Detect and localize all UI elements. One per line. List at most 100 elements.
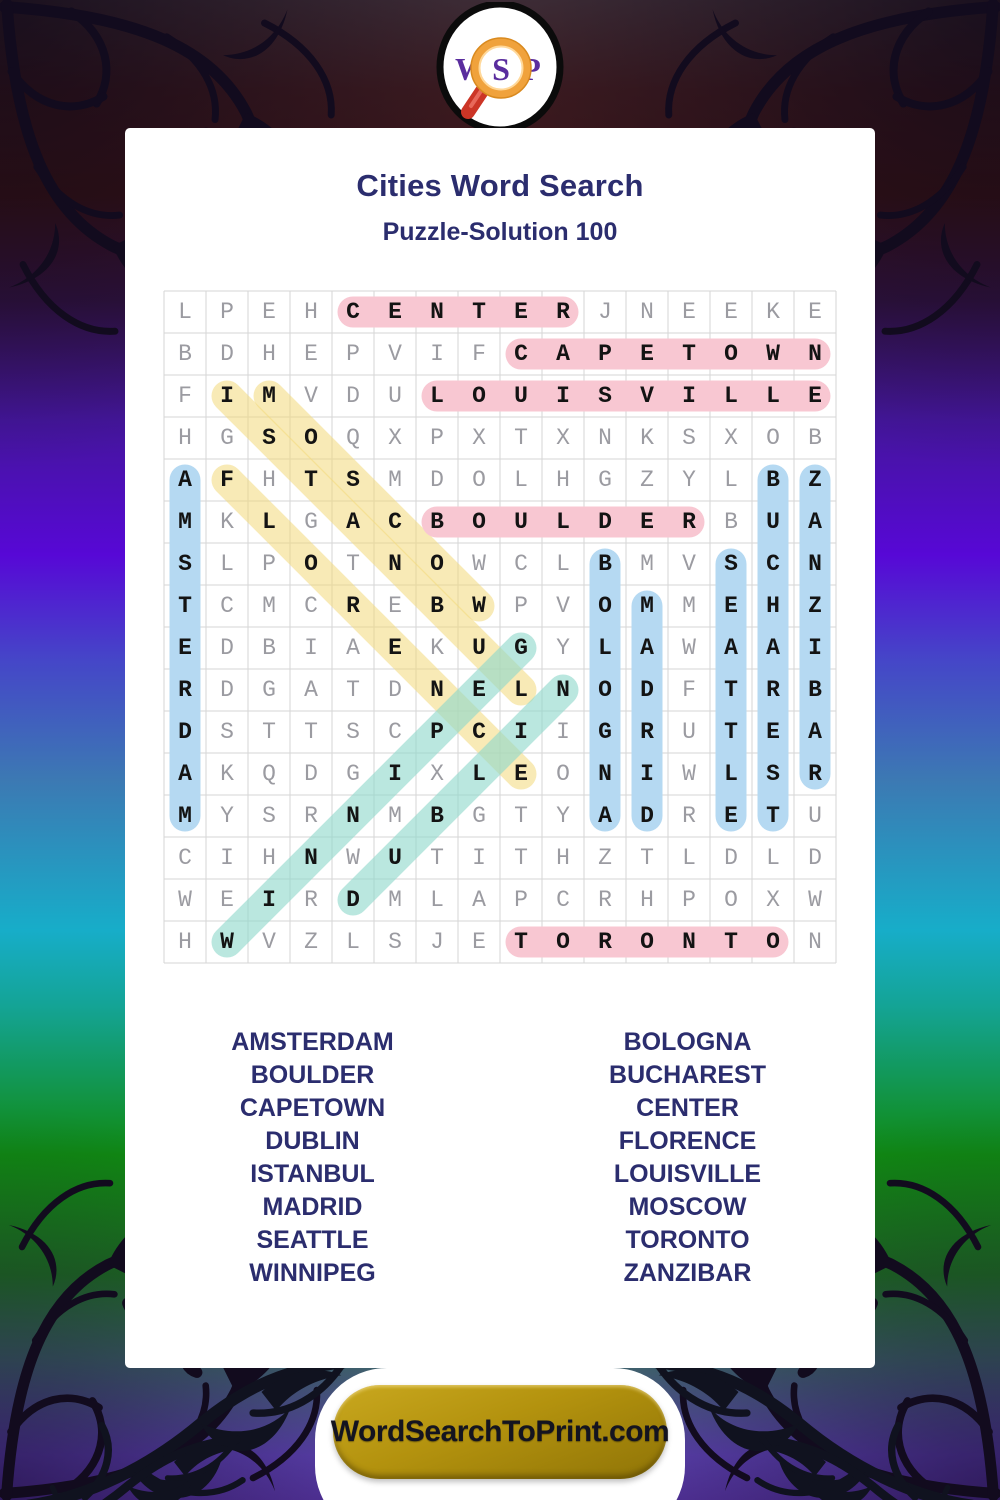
grid-cell: S: [682, 425, 696, 451]
grid-cell: X: [766, 887, 780, 913]
grid-cell: N: [556, 677, 570, 703]
grid-cell: M: [262, 593, 276, 619]
grid-cell: C: [388, 719, 402, 745]
grid-cell: C: [556, 887, 570, 913]
grid-cell: M: [388, 803, 402, 829]
grid-cell: A: [178, 761, 192, 787]
grid-cell: I: [430, 341, 444, 367]
word-list-item: ISTANBUL: [250, 1160, 375, 1188]
grid-cell: E: [304, 341, 318, 367]
grid-cell: R: [598, 887, 612, 913]
grid-cell: L: [598, 635, 612, 661]
grid-cell: E: [472, 677, 486, 703]
grid-cell: O: [640, 929, 654, 955]
grid-cell: E: [514, 299, 528, 325]
grid-cell: K: [430, 635, 444, 661]
grid-cell: B: [262, 635, 276, 661]
grid-cell: U: [388, 383, 402, 409]
grid-cell: A: [808, 719, 822, 745]
site-logo[interactable]: W P S: [435, 0, 565, 134]
grid-cell: X: [556, 425, 570, 451]
website-button[interactable]: WordSearchToPrint.com: [331, 1385, 670, 1479]
grid-cell: D: [724, 845, 738, 871]
grid-cell: O: [556, 761, 570, 787]
grid-cell: T: [682, 341, 696, 367]
word-list-item: FLORENCE: [618, 1127, 757, 1155]
grid-cell: B: [598, 551, 612, 577]
grid-cell: J: [430, 929, 444, 955]
grid-cell: W: [472, 551, 486, 577]
grid-cell: A: [598, 803, 612, 829]
word-list-item: CAPETOWN: [239, 1094, 386, 1122]
grid-cell: N: [430, 299, 444, 325]
grid-cell: E: [640, 509, 654, 535]
grid-cell: U: [472, 635, 486, 661]
grid-cell: L: [724, 467, 738, 493]
grid-cell: N: [808, 929, 822, 955]
logo-letter-s: S: [492, 51, 510, 87]
grid-cell: E: [724, 593, 738, 619]
grid-cell: C: [346, 299, 360, 325]
grid-cell: S: [220, 719, 234, 745]
grid-cell: L: [262, 509, 276, 535]
grid-cell: R: [304, 803, 318, 829]
grid-cell: I: [220, 383, 234, 409]
grid-cell: W: [808, 887, 822, 913]
grid-cell: A: [178, 467, 192, 493]
grid-cell: S: [388, 929, 402, 955]
grid-cell: D: [640, 677, 654, 703]
word-list-item: SEATTLE: [256, 1226, 369, 1254]
grid-cell: M: [262, 383, 276, 409]
grid-cell: D: [388, 677, 402, 703]
page-subtitle: Puzzle-Solution 100: [382, 218, 618, 246]
grid-cell: A: [346, 635, 360, 661]
grid-cell: L: [346, 929, 360, 955]
word-list-item: MADRID: [262, 1193, 363, 1221]
grid-cell: T: [262, 719, 276, 745]
grid-cell: O: [724, 887, 738, 913]
highlight-layer: [163, 290, 837, 964]
grid-cell: X: [388, 425, 402, 451]
grid-cell: O: [304, 425, 318, 451]
grid-cell: G: [514, 635, 528, 661]
grid-cell: E: [808, 299, 822, 325]
grid-cell: P: [682, 887, 696, 913]
grid-cell: R: [766, 677, 780, 703]
grid-cell: D: [220, 677, 234, 703]
grid-cell: T: [514, 803, 528, 829]
grid-cell: I: [682, 383, 696, 409]
grid-cell: A: [346, 509, 360, 535]
grid-cell: D: [430, 467, 444, 493]
grid-cell: G: [262, 677, 276, 703]
grid-cell: O: [472, 383, 486, 409]
grid-cell: D: [220, 635, 234, 661]
grid-cell: T: [514, 845, 528, 871]
grid-cell: U: [808, 803, 822, 829]
grid-cell: V: [304, 383, 318, 409]
grid-cell: G: [598, 467, 612, 493]
highlight-winnipeg: [211, 632, 537, 958]
grid-cell: A: [304, 677, 318, 703]
grid-cell: G: [346, 761, 360, 787]
grid-cell: A: [766, 635, 780, 661]
grid-cell: J: [598, 299, 612, 325]
grid-cell: E: [808, 383, 822, 409]
grid-cell: B: [808, 677, 822, 703]
grid-cell: M: [178, 803, 192, 829]
grid-cell: F: [472, 341, 486, 367]
grid-cell: R: [178, 677, 192, 703]
grid-cell: D: [304, 761, 318, 787]
grid-cell: S: [766, 761, 780, 787]
grid-cell: O: [598, 677, 612, 703]
grid-cell: P: [514, 593, 528, 619]
grid-cell: T: [766, 803, 780, 829]
grid-cell: I: [514, 719, 528, 745]
grid-cell: R: [682, 803, 696, 829]
grid-cell: N: [682, 929, 696, 955]
grid-cell: C: [220, 593, 234, 619]
grid-cell: A: [556, 341, 570, 367]
grid-cell: N: [808, 551, 822, 577]
grid-cell: H: [556, 845, 570, 871]
